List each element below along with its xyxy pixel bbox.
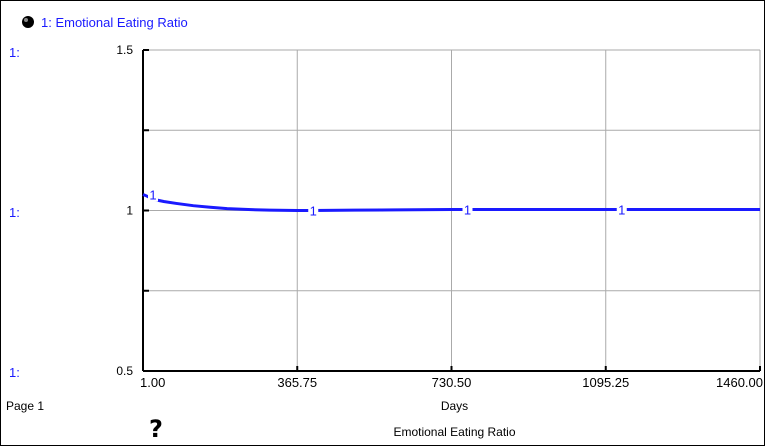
series-marker-label: 1 (464, 203, 471, 218)
series-color-icon[interactable] (21, 15, 35, 29)
series-marker-bg (148, 187, 158, 202)
x-tick-label: 1460.00 (716, 375, 763, 390)
question-mark-icon[interactable]: ? (149, 415, 163, 443)
series-legend-label: 1: Emotional Eating Ratio (41, 15, 188, 30)
footer-title: Emotional Eating Ratio (393, 425, 516, 439)
series-line (142, 193, 760, 212)
y-tick-label: 1.5 (116, 43, 133, 57)
scale-label-mid: 1: (9, 205, 20, 220)
series-marker-label: 1 (310, 204, 317, 219)
series-marker-bg (462, 202, 473, 217)
scale-label-top: 1: (9, 45, 20, 60)
page-label[interactable]: Page 1 (6, 399, 45, 413)
series-marker-bg (616, 202, 627, 217)
series-marker-label: 1 (618, 203, 625, 218)
x-tick-label: 1.00 (140, 375, 165, 390)
x-tick-label: 1095.25 (582, 375, 629, 390)
x-axis-label: Days (440, 399, 469, 413)
y-tick-label: 0.5 (116, 364, 133, 378)
series-marker-bg (308, 203, 319, 218)
scale-label-bottom: 1: (9, 365, 20, 380)
x-tick-label: 730.50 (432, 375, 472, 390)
y-tick-label: 1 (126, 204, 133, 218)
x-tick-label: 365.75 (277, 375, 317, 390)
series-marker-label: 1 (149, 187, 156, 202)
